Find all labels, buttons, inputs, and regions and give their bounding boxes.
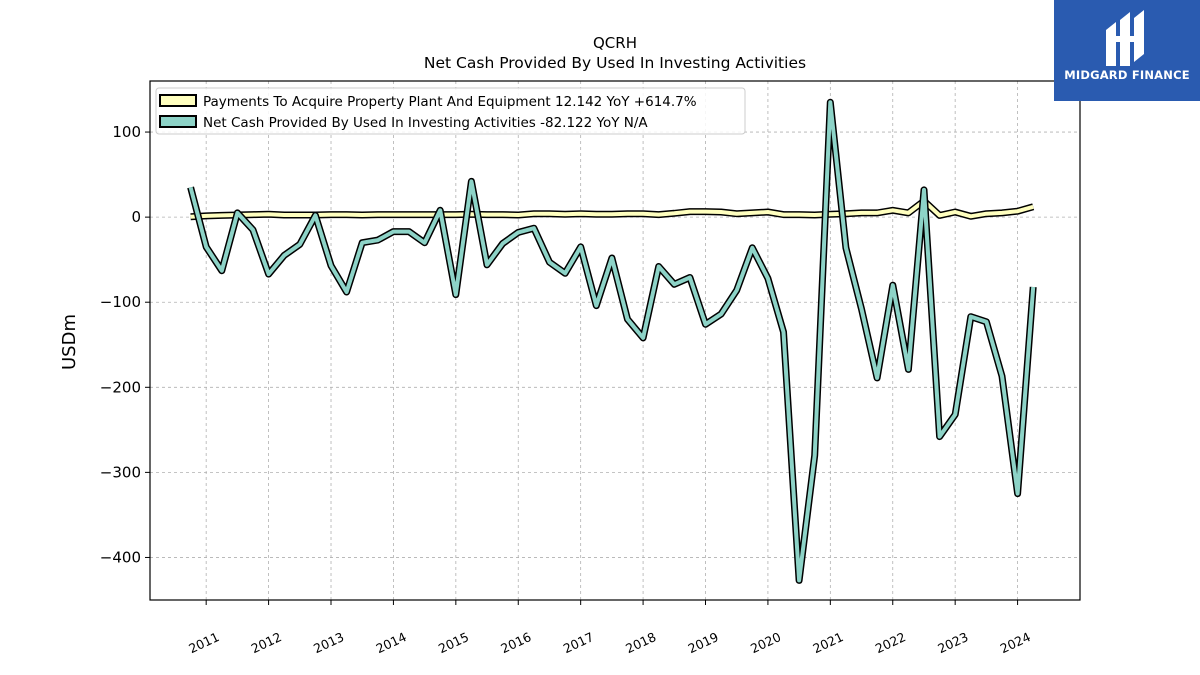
y-tick-label: −300 (100, 463, 141, 481)
x-tick-label: 2020 (748, 629, 783, 656)
x-tick-label: 2018 (623, 629, 658, 656)
x-tick-label: 2021 (810, 629, 845, 656)
chart-title: QCRH (593, 34, 637, 52)
y-tick-label: 100 (112, 123, 141, 141)
y-axis-label: USDm (59, 314, 80, 370)
x-tick-label: 2019 (686, 629, 721, 656)
legend-box (155, 87, 746, 135)
x-tick-label: 2022 (873, 629, 908, 656)
brand-logo: MIDGARD FINANCE (1054, 0, 1200, 101)
legend-swatch-1 (159, 94, 197, 107)
series-line-2 (188, 100, 1036, 583)
x-tick-label: 2024 (998, 629, 1033, 656)
x-tick-label: 2017 (561, 629, 596, 656)
x-tick-label: 2011 (186, 629, 221, 656)
brand-logo-icon (1106, 10, 1144, 66)
x-tick-label: 2014 (374, 629, 409, 656)
y-tick-label: −400 (100, 548, 141, 566)
grid (150, 81, 1080, 600)
y-tick-label: −200 (100, 378, 141, 396)
plot-frame (149, 80, 1081, 601)
legend-swatch-2 (159, 115, 197, 128)
x-tick-label: 2016 (498, 629, 533, 656)
series-layer (187, 98, 1037, 584)
x-tick-label: 2013 (311, 629, 346, 656)
legend: Payments To Acquire Property Plant And E… (155, 87, 746, 135)
y-tick-label: 0 (131, 208, 141, 226)
y-tick-label: −100 (100, 293, 141, 311)
x-tick-label: 2015 (436, 629, 471, 656)
legend-label-1: Payments To Acquire Property Plant And E… (203, 94, 697, 110)
series-line-1 (190, 199, 1034, 219)
legend-label-2: Net Cash Provided By Used In Investing A… (203, 115, 648, 131)
chart-subtitle: Net Cash Provided By Used In Investing A… (424, 54, 806, 72)
x-tick-label: 2023 (935, 629, 970, 656)
series-outline-2 (187, 98, 1037, 584)
brand-name: MIDGARD FINANCE (1064, 68, 1190, 82)
x-tick-label: 2012 (249, 629, 284, 656)
